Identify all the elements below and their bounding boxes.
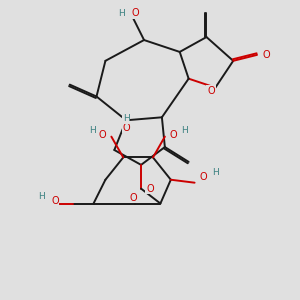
Text: O: O xyxy=(200,172,207,182)
Text: O: O xyxy=(131,8,139,18)
Text: H: H xyxy=(123,114,130,123)
Text: O: O xyxy=(146,184,154,194)
Text: H: H xyxy=(38,192,45,201)
Text: H: H xyxy=(181,126,188,135)
Text: O: O xyxy=(170,130,178,140)
Text: H: H xyxy=(118,9,125,18)
Text: O: O xyxy=(130,193,137,202)
Text: O: O xyxy=(207,85,215,96)
Text: O: O xyxy=(122,123,130,133)
Text: O: O xyxy=(51,196,59,206)
Text: O: O xyxy=(262,50,270,60)
Text: H: H xyxy=(212,168,219,177)
Text: O: O xyxy=(99,130,106,140)
Text: H: H xyxy=(89,126,95,135)
